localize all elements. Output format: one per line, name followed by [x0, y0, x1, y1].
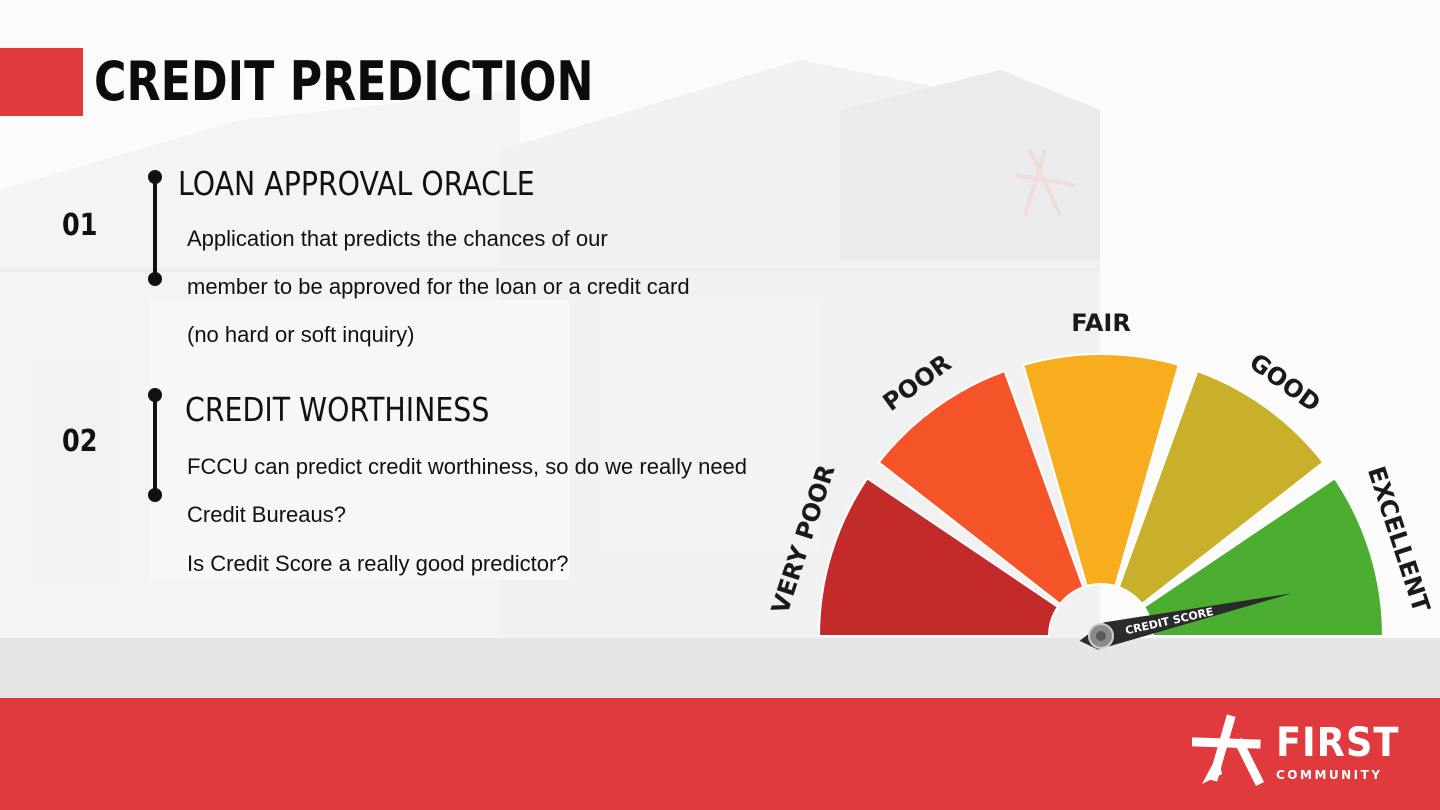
item-heading-credit-worthiness: CREDIT WORTHINESS	[185, 390, 490, 429]
gauge-label-fair: FAIR	[1071, 309, 1131, 337]
item-text-line: member to be approved for the loan or a …	[187, 274, 690, 299]
item-bracket-01	[148, 170, 162, 286]
logo-tagline: COMMUNITY	[1276, 768, 1383, 782]
star-icon	[1192, 714, 1265, 787]
item-heading-loan-approval-oracle: LOAN APPROVAL ORACLE	[178, 164, 535, 203]
title-accent-bar	[0, 48, 83, 116]
gauge-segment-good	[1117, 369, 1325, 606]
footer-bar	[0, 698, 1440, 810]
item-text-line: Credit Bureaus?	[187, 502, 346, 527]
item-text-line: Application that predicts the chances of…	[187, 226, 608, 251]
gauge-segment-very-poor	[817, 476, 1060, 637]
first-community-logo: FIRST COMMUNITY	[1192, 714, 1412, 790]
item-text-line: (no hard or soft inquiry)	[187, 322, 415, 347]
item-text-line: Is Credit Score a really good predictor?	[187, 551, 569, 576]
ground-strip	[0, 638, 1440, 698]
gauge-segment-fair	[1022, 352, 1180, 588]
item-number-02: 02	[62, 424, 98, 459]
slide-title: CREDIT PREDICTION	[94, 50, 594, 113]
item-number-01: 01	[62, 208, 98, 243]
gauge-segment-poor	[877, 369, 1085, 606]
item-bracket-02	[148, 388, 162, 502]
logo-wordmark: FIRST	[1276, 720, 1400, 766]
item-text-line: FCCU can predict credit worthiness, so d…	[187, 454, 748, 479]
